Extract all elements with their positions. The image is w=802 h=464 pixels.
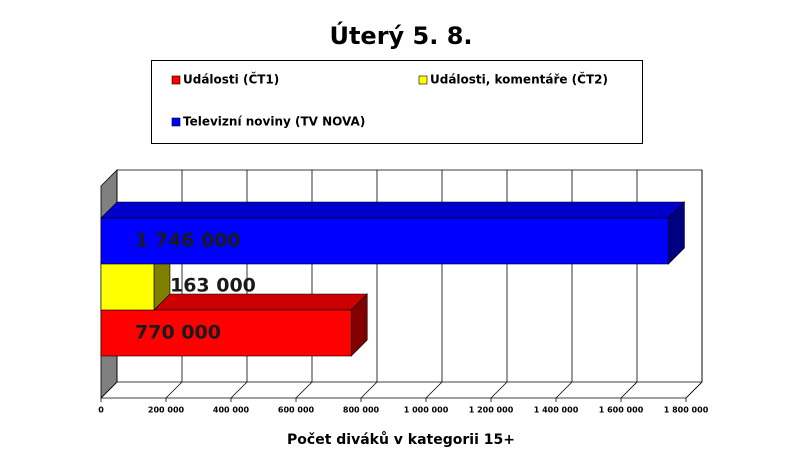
x-axis-label: Počet diváků v kategorii 15+ <box>287 431 515 448</box>
floor-grid-line <box>555 381 573 399</box>
bar-top <box>100 201 686 219</box>
x-tick-label: 1 000 000 <box>404 406 449 415</box>
floor-grid-line <box>295 381 313 399</box>
bar <box>100 309 352 357</box>
bar <box>100 217 669 265</box>
bar <box>100 261 155 311</box>
legend-swatch <box>418 75 428 85</box>
value-label: 1 746 000 <box>135 230 241 252</box>
floor-grid-line <box>490 381 508 399</box>
x-tick-label: 200 000 <box>148 406 185 415</box>
legend-label: Televizní noviny (TV NOVA) <box>183 115 365 129</box>
legend-label: Události (ČT1) <box>183 72 279 87</box>
x-tick-label: 1 800 000 <box>664 406 709 415</box>
value-label: 770 000 <box>135 322 221 344</box>
legend-swatch <box>171 117 181 127</box>
floor-grid-line <box>620 381 638 399</box>
x-tick-label: 400 000 <box>213 406 250 415</box>
x-tick-label: 1 400 000 <box>534 406 579 415</box>
chart-title: Úterý 5. 8. <box>329 20 472 50</box>
floor-grid-line <box>100 381 118 399</box>
value-label: 163 000 <box>170 275 256 297</box>
floor-grid-line <box>360 381 378 399</box>
floor-grid-line <box>230 381 248 399</box>
legend <box>151 60 643 144</box>
floor-grid-line <box>685 381 703 399</box>
floor-grid-line <box>165 381 183 399</box>
x-tick-label: 0 <box>98 406 104 415</box>
legend-label: Události, komentáře (ČT2) <box>430 72 608 87</box>
x-tick-label: 1 200 000 <box>469 406 514 415</box>
x-tick-label: 600 000 <box>278 406 315 415</box>
x-tick-label: 1 600 000 <box>599 406 644 415</box>
floor-grid-line <box>425 381 443 399</box>
legend-swatch <box>171 75 181 85</box>
x-tick-label: 800 000 <box>343 406 380 415</box>
